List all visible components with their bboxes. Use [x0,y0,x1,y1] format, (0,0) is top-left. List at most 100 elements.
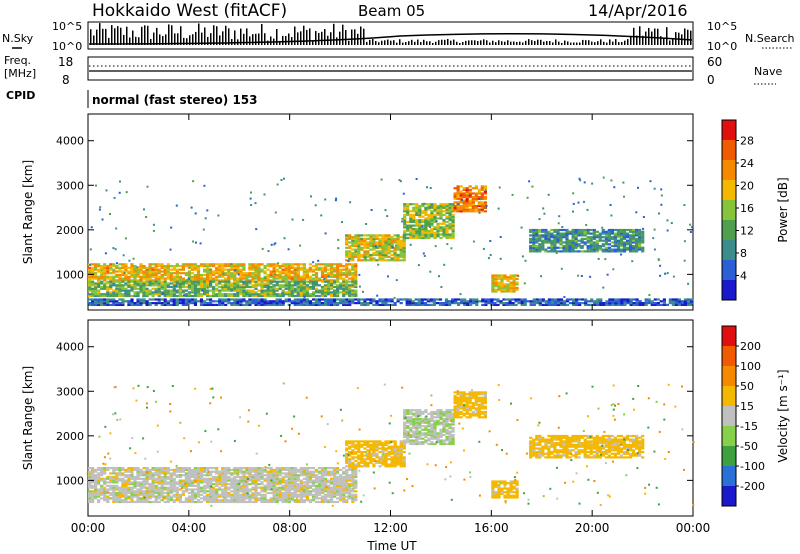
power-cell [142,275,146,278]
power-cell [445,235,449,238]
power-cell [354,294,358,298]
power-cell [487,298,491,301]
power-noise [234,269,237,272]
power-cell [592,245,596,248]
power-cell [417,303,421,306]
power-cell [506,286,510,289]
power-cell [178,293,182,296]
velocity-cell [281,495,285,498]
power-noise [283,177,285,180]
power-cell [351,268,355,271]
power-cell [166,284,170,287]
velocity-cell [190,479,195,482]
power-cell [421,212,425,215]
nsearch-label: N.Search [745,32,795,45]
velocity-cell [142,481,146,484]
power-cell [166,272,170,275]
velocity-cell [251,486,255,489]
power-cell [396,253,400,257]
velocity-cell [130,488,134,491]
power-cell [218,270,222,273]
velocity-cell [175,474,179,477]
power-noise [543,212,546,215]
nsky-bar [129,37,131,45]
velocity-cell [199,486,204,489]
nsky-bar [126,26,128,45]
power-cell [619,232,624,235]
nsky-bar [120,27,122,45]
velocity-cell [242,488,246,491]
power-noise [199,242,202,245]
power-cell [532,236,536,239]
power-cell [568,243,572,246]
power-noise [415,178,418,180]
power-cell [296,270,300,273]
power-cell [224,285,228,289]
power-cell [145,282,149,285]
power-cell [632,303,636,306]
nsky-bar [390,40,392,45]
power-cell [412,213,416,216]
power-cell [418,219,422,222]
velocity-cell [203,467,207,470]
power-cell [354,280,358,283]
power-cell [311,273,316,277]
power-cell [523,302,527,305]
power-cell [553,236,557,239]
nsky-bar [597,41,599,45]
velocity-cell [242,474,246,477]
power-cell [351,259,355,262]
power-cell [299,293,303,296]
power-cell [483,187,487,190]
nsky-bar [153,32,155,45]
power-cell [406,220,410,224]
power-cell [154,298,158,301]
velocity-cell [254,491,258,495]
power-cell [412,219,416,222]
nsky-bar [405,42,407,45]
velocity-cell [169,472,173,475]
power-cell [327,273,331,277]
power-cell [305,284,309,287]
power-cell [127,300,131,303]
power-cell [572,298,576,301]
power-cell [424,236,428,240]
power-cell [469,303,473,306]
velocity-cell [311,467,316,470]
velocity-cell [308,499,312,502]
power-cell [284,273,288,277]
power-cell [248,275,252,278]
power-cell [175,272,179,275]
power-noise [602,176,605,179]
power-cell [445,228,449,231]
power-cell [415,212,419,215]
velocity-cell [275,470,279,473]
power-noise [337,238,340,241]
velocity-cell [166,470,170,473]
power-cell [430,229,434,232]
velocity-cell [175,470,179,473]
power-cell [224,284,228,287]
velocity-cell [121,495,125,498]
power-cell [112,279,116,282]
nsky-bar [606,42,608,45]
power-cell [484,302,488,305]
velocity-cell [263,490,267,493]
power-cell [345,272,349,275]
velocity-cell [203,486,207,489]
power-cell [559,303,564,306]
power-cell [278,298,282,301]
power-cell [439,206,443,209]
velocity-cell [88,490,92,493]
power-cell [115,293,119,296]
power-cell [580,237,584,240]
velocity-cell [284,479,288,482]
power-cell [103,298,107,301]
power-cell [483,190,487,193]
nsky-bar [447,39,449,45]
power-cell [212,303,216,306]
power-cell [193,268,198,271]
power-cell [635,234,639,237]
velocity-cell [88,470,92,473]
power-cell [409,231,413,234]
